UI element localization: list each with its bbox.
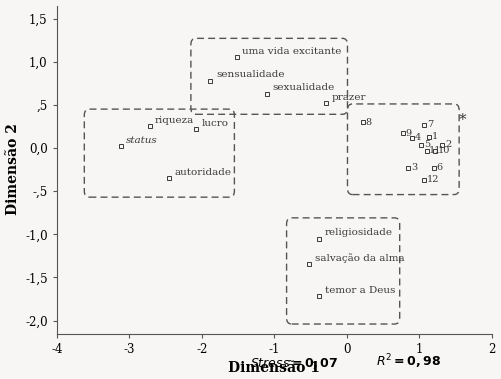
Text: 5: 5: [424, 140, 430, 149]
Text: prazer: prazer: [332, 93, 367, 102]
Y-axis label: Dimensão 2: Dimensão 2: [6, 124, 20, 216]
Text: religiosidade: religiosidade: [325, 228, 393, 237]
Text: 8: 8: [366, 117, 372, 127]
Text: 10: 10: [438, 146, 450, 155]
Text: autoridade: autoridade: [175, 168, 231, 177]
Text: 6: 6: [436, 163, 443, 172]
Text: 2: 2: [445, 140, 451, 149]
Text: $\mathit{Stress}$$\mathbf{ = 0,07}$: $\mathit{Stress}$$\mathbf{ = 0,07}$: [250, 356, 339, 371]
Text: lucro: lucro: [201, 119, 228, 128]
Text: 11: 11: [429, 146, 442, 155]
Text: uma vida excitante: uma vida excitante: [242, 47, 342, 56]
Text: temor a Deus: temor a Deus: [325, 286, 395, 295]
Text: 3: 3: [411, 163, 417, 172]
Text: 1: 1: [431, 132, 438, 141]
Text: 4: 4: [415, 133, 421, 142]
Text: salvação da alma: salvação da alma: [315, 253, 404, 263]
Text: sexualidade: sexualidade: [273, 83, 335, 92]
Text: status: status: [126, 136, 158, 145]
Text: 9: 9: [405, 129, 411, 138]
Text: $R^{2}$$\mathbf{ = 0,98}$: $R^{2}$$\mathbf{ = 0,98}$: [376, 352, 441, 371]
Text: sensualidade: sensualidade: [216, 70, 285, 79]
Text: *: *: [459, 113, 466, 127]
X-axis label: Dimensão 1: Dimensão 1: [228, 361, 320, 375]
Text: 12: 12: [427, 175, 439, 185]
Text: riqueza: riqueza: [155, 116, 194, 125]
Text: 7: 7: [427, 120, 433, 129]
